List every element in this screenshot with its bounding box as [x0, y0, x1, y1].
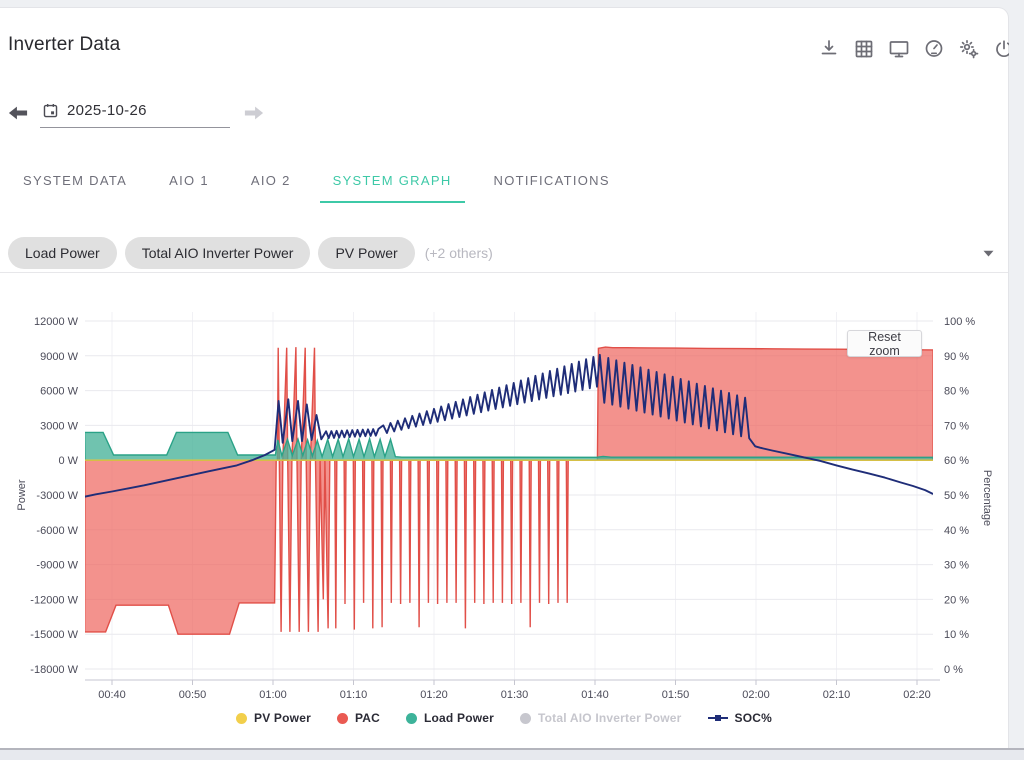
- legend-label: PV Power: [253, 711, 311, 725]
- filter-chip-pv-power[interactable]: PV Power: [318, 237, 415, 269]
- legend-label: Load Power: [424, 711, 495, 725]
- gauge-button[interactable]: [921, 36, 947, 62]
- system-graph-chart[interactable]: 00:40 00:50 01:00 01:10 01:20 01:30 01:40 01:50…: [0, 8, 1008, 756]
- legend-item-pac[interactable]: PAC: [336, 711, 380, 725]
- tab-system-graph[interactable]: SYSTEM GRAPH: [319, 161, 465, 203]
- svg-text:-18000 W: -18000 W: [30, 664, 78, 676]
- svg-text:02:10: 02:10: [823, 689, 851, 701]
- chart-legend: PV Power PAC Load Power Total AIO Inverter …: [0, 711, 1008, 725]
- legend-item-total-aio-inverter-power[interactable]: Total AIO Inverter Power: [520, 711, 682, 725]
- svg-text:50 %: 50 %: [944, 490, 969, 502]
- svg-text:01:00: 01:00: [259, 689, 287, 701]
- reset-zoom-button[interactable]: Reset zoom: [847, 330, 922, 358]
- tab-aio-2[interactable]: AIO 2: [250, 173, 291, 188]
- tab-bar: SYSTEM DATA AIO 1 AIO 2 SYSTEM GRAPH NOTIFIC…: [10, 161, 623, 203]
- date-field[interactable]: 2025-10-26: [40, 98, 230, 128]
- series-load-power: [85, 431, 933, 461]
- arrow-left-icon: [8, 106, 28, 120]
- legend-label: Total AIO Inverter Power: [538, 711, 682, 725]
- svg-text:Power: Power: [16, 479, 28, 511]
- table-button[interactable]: [851, 36, 877, 62]
- legend-item-pv-power[interactable]: PV Power: [235, 711, 311, 725]
- others-count-label: (+2 others): [424, 245, 493, 261]
- svg-text:01:10: 01:10: [340, 689, 368, 701]
- main-card: Inverter Data 2025-10-26 SYSTEM DATA AIO …: [0, 8, 1012, 748]
- chart-axes: 00:40 00:50 01:00 01:10 01:20 01:30 01:40 01:50…: [16, 316, 993, 701]
- monitor-button[interactable]: [886, 36, 912, 62]
- date-value: 2025-10-26: [67, 102, 147, 119]
- svg-text:01:30: 01:30: [501, 689, 529, 701]
- svg-text:Percentage: Percentage: [981, 470, 993, 526]
- legend-dot-marker: [520, 712, 532, 724]
- svg-text:00:40: 00:40: [98, 689, 126, 701]
- svg-text:-6000 W: -6000 W: [36, 525, 78, 537]
- scrollbar-gutter[interactable]: [1009, 0, 1024, 760]
- svg-text:90 %: 90 %: [944, 351, 969, 363]
- legend-dot-marker: [336, 712, 348, 724]
- calendar-icon: [43, 103, 58, 118]
- legend-item-load-power[interactable]: Load Power: [406, 711, 494, 725]
- svg-text:10 %: 10 %: [944, 629, 969, 641]
- svg-text:9000 W: 9000 W: [40, 351, 79, 363]
- svg-text:02:20: 02:20: [903, 689, 931, 701]
- svg-text:0 W: 0 W: [58, 455, 78, 467]
- page-title: Inverter Data: [8, 34, 121, 55]
- tab-system-data[interactable]: SYSTEM DATA: [23, 173, 128, 188]
- svg-text:100 %: 100 %: [944, 316, 975, 328]
- svg-text:40 %: 40 %: [944, 525, 969, 537]
- svg-text:80 %: 80 %: [944, 386, 969, 398]
- legend-dot-marker: [406, 712, 417, 724]
- svg-text:70 %: 70 %: [944, 420, 969, 432]
- settings-icon: [959, 39, 979, 59]
- svg-text:3000 W: 3000 W: [40, 420, 79, 432]
- next-day-button[interactable]: [244, 105, 264, 121]
- series-filter-row: Load Power Total AIO Inverter Power PV Pow…: [8, 237, 493, 269]
- previous-day-button[interactable]: [8, 105, 28, 121]
- svg-text:02:00: 02:00: [742, 689, 770, 701]
- svg-text:00:50: 00:50: [179, 689, 207, 701]
- svg-text:12000 W: 12000 W: [34, 316, 79, 328]
- svg-text:20 %: 20 %: [944, 594, 969, 606]
- legend-item-soc[interactable]: SOC%: [707, 711, 772, 725]
- filter-dropdown-caret[interactable]: [983, 244, 994, 262]
- legend-dot-marker: [235, 712, 247, 724]
- svg-text:0 %: 0 %: [944, 664, 963, 676]
- chevron-down-icon: [983, 250, 994, 257]
- settings-button[interactable]: [956, 36, 982, 62]
- legend-label: PAC: [354, 711, 380, 725]
- chart-series: [85, 346, 933, 635]
- table-icon: [855, 40, 873, 58]
- toolbar: [816, 36, 1017, 62]
- svg-text:01:40: 01:40: [581, 689, 609, 701]
- divider: [0, 272, 1008, 273]
- monitor-icon: [889, 41, 909, 58]
- date-navigation: 2025-10-26: [8, 96, 264, 130]
- svg-text:-3000 W: -3000 W: [36, 490, 78, 502]
- filter-chip-load-power[interactable]: Load Power: [8, 237, 117, 269]
- svg-text:6000 W: 6000 W: [40, 386, 79, 398]
- svg-text:01:50: 01:50: [662, 689, 690, 701]
- legend-label: SOC%: [734, 711, 772, 725]
- series-soc-: [85, 353, 933, 498]
- arrow-right-icon: [244, 106, 264, 120]
- horizontal-scrollbar[interactable]: [0, 748, 1024, 760]
- legend-line-marker: [707, 714, 728, 721]
- svg-text:30 %: 30 %: [944, 560, 969, 572]
- download-button[interactable]: [816, 36, 842, 62]
- filter-chip-total-aio-inverter-power[interactable]: Total AIO Inverter Power: [124, 237, 311, 269]
- svg-text:-15000 W: -15000 W: [30, 629, 78, 641]
- svg-text:-12000 W: -12000 W: [30, 594, 78, 606]
- tab-notifications[interactable]: NOTIFICATIONS: [493, 173, 610, 188]
- gauge-icon: [925, 40, 943, 57]
- download-icon: [821, 40, 837, 55]
- svg-text:60 %: 60 %: [944, 455, 969, 467]
- svg-text:01:20: 01:20: [420, 689, 448, 701]
- svg-text:-9000 W: -9000 W: [36, 560, 78, 572]
- tab-aio-1[interactable]: AIO 1: [169, 173, 209, 188]
